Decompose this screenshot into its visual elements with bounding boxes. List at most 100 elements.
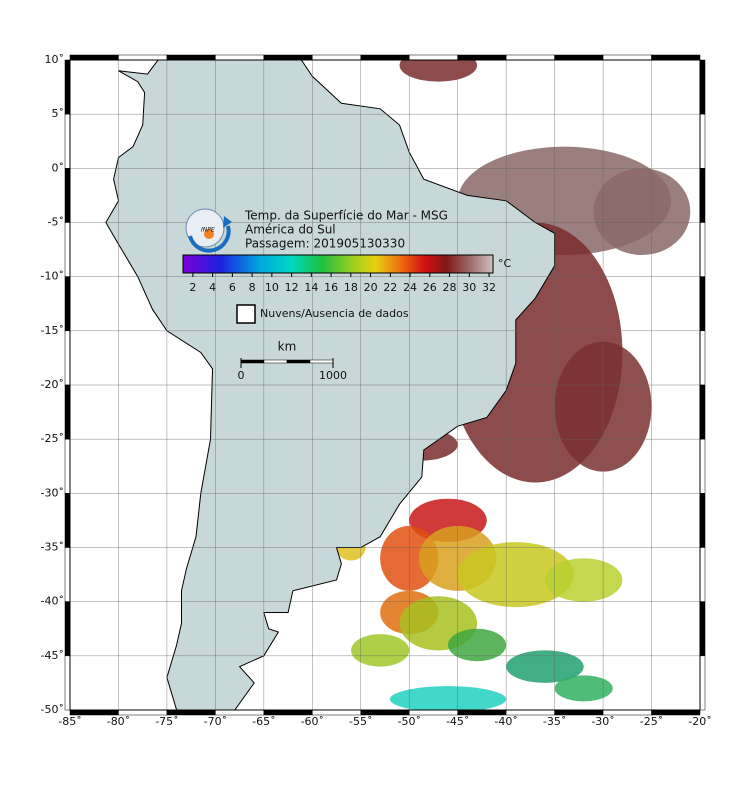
legend-text: Nuvens/Ausencia de dados xyxy=(260,307,409,320)
lat-tick-label: -10˚ xyxy=(41,270,64,283)
frame-segment xyxy=(69,709,119,716)
colorbar-tick-label: 16 xyxy=(324,281,338,294)
frame-segment xyxy=(215,709,265,716)
frame-segment xyxy=(457,709,507,716)
lon-tick-label: -65˚ xyxy=(252,715,275,728)
frame-segment xyxy=(64,222,71,277)
frame-segment xyxy=(408,54,458,61)
colorbar-unit: °C xyxy=(498,257,512,270)
frame-segment xyxy=(263,709,313,716)
colorbar-tick-label: 14 xyxy=(304,281,318,294)
map-frame xyxy=(64,54,706,716)
colorbar-tick-label: 8 xyxy=(249,281,256,294)
sst-patch xyxy=(593,168,691,255)
lon-tick-label: -30˚ xyxy=(591,715,614,728)
frame-segment xyxy=(64,168,71,223)
lat-tick-label: -45˚ xyxy=(41,649,64,662)
lon-tick-label: -70˚ xyxy=(204,715,227,728)
frame-segment xyxy=(699,276,706,332)
lat-tick-label: -25˚ xyxy=(41,432,64,445)
lon-tick-label: -20˚ xyxy=(688,715,711,728)
lat-tick-label: -40˚ xyxy=(41,595,64,608)
frame-segment xyxy=(699,547,706,602)
frame-segment xyxy=(602,54,652,61)
frame-segment xyxy=(166,54,216,61)
colorbar-tick-label: 12 xyxy=(285,281,299,294)
lon-tick-label: -45˚ xyxy=(446,715,469,728)
lon-tick-label: -55˚ xyxy=(349,715,372,728)
lat-tick-label: -5˚ xyxy=(48,216,64,229)
frame-segment xyxy=(118,54,168,61)
frame-segment xyxy=(166,709,216,716)
lon-tick-label: -80˚ xyxy=(107,715,130,728)
frame-segment xyxy=(505,54,555,61)
scale-bar-segment xyxy=(240,359,265,364)
scale-bar-segment xyxy=(309,359,334,364)
frame-segment xyxy=(699,438,706,494)
frame-segment xyxy=(360,709,410,716)
overlay: INPE Temp. da Superfície do Mar - MSG Am… xyxy=(182,208,512,354)
colorbar xyxy=(182,254,494,274)
frame-segment xyxy=(312,54,362,61)
frame-segment xyxy=(312,709,362,716)
sst-patch xyxy=(544,558,623,602)
frame-segment xyxy=(215,54,265,61)
frame-segment xyxy=(118,709,168,716)
frame-segment xyxy=(699,222,706,277)
colorbar-tick-label: 18 xyxy=(344,281,358,294)
frame-segment xyxy=(64,655,71,711)
frame-segment xyxy=(263,54,313,61)
colorbar-tick-label: 4 xyxy=(209,281,216,294)
subtitle: América do Sul xyxy=(245,223,336,237)
sst-patch xyxy=(351,634,410,667)
scale-tick-label: 1000 xyxy=(319,369,347,382)
lon-tick-label: -60˚ xyxy=(301,715,324,728)
colorbar-tick-label: 22 xyxy=(383,281,397,294)
colorbar-tick-label: 32 xyxy=(482,281,496,294)
colorbar-tick-label: 20 xyxy=(364,281,378,294)
sst-patch xyxy=(506,650,584,683)
scale-bar-segment xyxy=(263,359,288,364)
colorbar-tick-label: 24 xyxy=(403,281,417,294)
sst-patch xyxy=(448,628,507,662)
scale-unit: km xyxy=(278,340,297,354)
frame-segment xyxy=(699,601,706,657)
lon-tick-label: -85˚ xyxy=(58,715,81,728)
frame-segment xyxy=(699,113,706,169)
frame-segment xyxy=(651,54,701,61)
frame-border xyxy=(69,59,701,711)
lat-tick-label: 10˚ xyxy=(45,53,65,66)
frame-segment xyxy=(699,655,706,711)
frame-segment xyxy=(651,709,701,716)
frame-segment xyxy=(64,601,71,657)
frame-segment xyxy=(457,54,507,61)
frame-segment xyxy=(554,709,604,716)
lon-tick-label: -75˚ xyxy=(155,715,178,728)
lon-tick-label: -40˚ xyxy=(494,715,517,728)
frame-segment xyxy=(360,54,410,61)
frame-segment xyxy=(64,330,71,386)
colorbar-tick-label: 26 xyxy=(423,281,437,294)
frame-segment xyxy=(699,384,706,440)
frame-segment xyxy=(699,59,706,115)
lat-tick-label: -30˚ xyxy=(41,486,64,499)
frame-segment xyxy=(505,709,555,716)
sst-patch xyxy=(389,686,507,710)
sst-patch xyxy=(399,60,478,82)
scale-bar-segment xyxy=(286,359,311,364)
frame-segment xyxy=(64,59,71,115)
lon-tick-label: -50˚ xyxy=(397,715,420,728)
lat-tick-label: 0˚ xyxy=(52,161,65,174)
frame-segment xyxy=(408,709,458,716)
sst-patch xyxy=(457,542,574,608)
lon-tick-label: -35˚ xyxy=(543,715,566,728)
pass-time: Passagem: 201905130330 xyxy=(245,237,405,251)
frame-segment xyxy=(64,547,71,602)
lat-tick-label: 5˚ xyxy=(52,107,65,120)
sst-patch xyxy=(554,675,613,702)
colorbar-tick-label: 10 xyxy=(265,281,279,294)
lat-tick-label: -15˚ xyxy=(41,324,64,337)
frame-segment xyxy=(699,168,706,223)
map-area xyxy=(70,60,700,710)
